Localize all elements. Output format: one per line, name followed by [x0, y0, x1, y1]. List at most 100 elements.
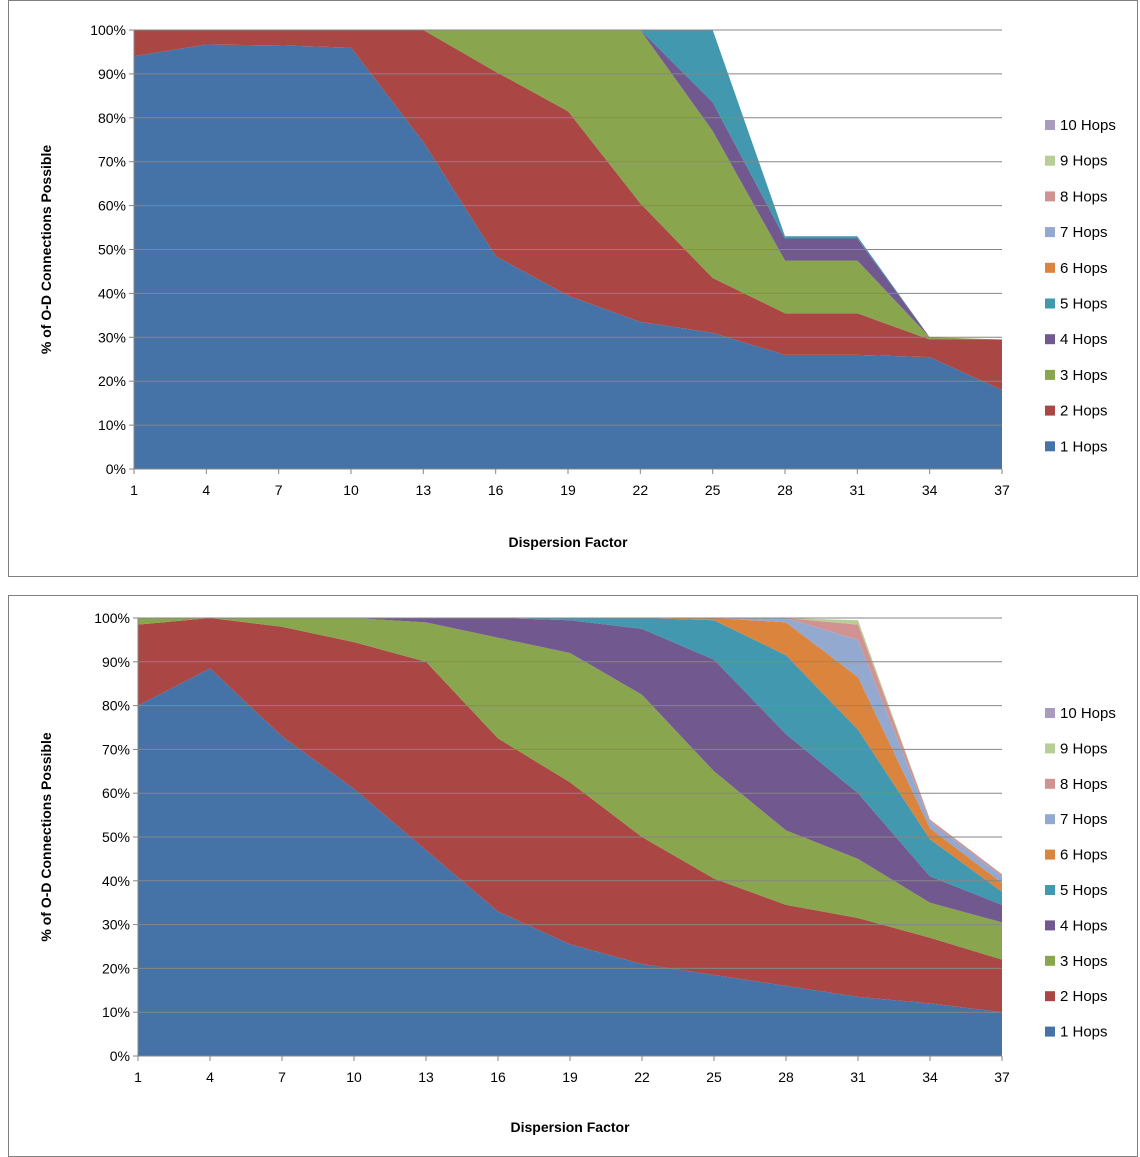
x-tick-label: 4 [206, 1069, 214, 1085]
y-tick-label: 40% [98, 285, 126, 301]
area-series-4-hops [138, 618, 1002, 923]
x-tick-label: 37 [994, 1069, 1010, 1085]
x-tick-label: 16 [490, 1069, 506, 1085]
x-tick-label: 1 [130, 482, 138, 498]
y-tick-label: 70% [98, 154, 126, 170]
y-tick-label: 80% [98, 110, 126, 126]
x-tick-label: 25 [705, 482, 721, 498]
y-tick-label: 70% [102, 741, 130, 757]
chart-panel-top: 0% 10% 20% 30% 40% 50% 60% 70% 80% 90% 100% 1 4 7 10 13… [8, 0, 1138, 577]
x-tick-label: 4 [202, 482, 210, 498]
area-layer [134, 30, 1002, 469]
y-tick-label: 20% [98, 373, 126, 389]
legend-item: 4 Hops [1045, 917, 1108, 934]
legend-swatch [1045, 227, 1055, 238]
legend-label: 2 Hops [1060, 403, 1108, 420]
x-tick-label: 10 [343, 482, 359, 498]
legend-label: 4 Hops [1060, 917, 1108, 934]
area-series-2-hops [134, 30, 1002, 390]
x-tick-label: 28 [777, 482, 793, 498]
legend-item: 7 Hops [1045, 224, 1108, 241]
legend-swatch [1045, 814, 1055, 825]
area-chart-top: 0% 10% 20% 30% 40% 50% 60% 70% 80% 90% 100% 1 4 7 10 13… [38, 22, 1116, 550]
x-tick-label: 28 [778, 1069, 794, 1085]
legend-item: 5 Hops [1045, 882, 1108, 899]
legend-item: 5 Hops [1045, 296, 1108, 313]
y-tick-label: 60% [102, 785, 130, 801]
y-tick-labels: 0% 10% 20% 30% 40% 50% 60% 70% 80% 90% 100% [90, 22, 134, 477]
area-series-5-hops [138, 618, 1002, 905]
y-tick-labels: 0% 10% 20% 30% 40% 50% 60% 70% 80% 90% 100% [94, 610, 138, 1064]
x-tick-label: 25 [706, 1069, 722, 1085]
legend-swatch [1045, 334, 1055, 345]
y-tick-label: 30% [102, 917, 130, 933]
y-tick-label: 20% [102, 960, 130, 976]
legend-item: 8 Hops [1045, 188, 1108, 205]
legend-swatch [1045, 191, 1055, 202]
y-tick-label: 100% [90, 22, 126, 38]
legend: 10 Hops 9 Hops 8 Hops 7 Hops 6 Hops 5 Hops 4 H… [1045, 705, 1116, 1041]
legend-label: 7 Hops [1060, 811, 1108, 828]
x-axis-title: Dispersion Factor [510, 1119, 630, 1135]
legend-label: 9 Hops [1060, 740, 1108, 757]
legend-label: 7 Hops [1060, 224, 1108, 241]
x-tick-labels: 1 4 7 10 13 16 19 22 25 28 31 34 37 [134, 1056, 1010, 1085]
legend-label: 4 Hops [1060, 331, 1108, 348]
x-tick-label: 19 [562, 1069, 578, 1085]
x-tick-label: 7 [275, 482, 283, 498]
y-tick-label: 60% [98, 198, 126, 214]
y-axis-title: % of O-D Connections Possible [38, 145, 54, 354]
area-series-3-hops [134, 30, 1002, 340]
legend-item: 4 Hops [1045, 331, 1108, 348]
legend-label: 3 Hops [1060, 953, 1108, 970]
legend-swatch [1045, 369, 1055, 380]
area-series-3-hops [138, 618, 1002, 960]
x-tick-label: 7 [278, 1069, 286, 1085]
y-tick-label: 40% [102, 873, 130, 889]
legend-swatch [1045, 708, 1055, 718]
legend-swatch [1045, 155, 1055, 166]
legend-swatch [1045, 885, 1055, 895]
area-series-2-hops [138, 618, 1002, 1013]
legend-label: 5 Hops [1060, 882, 1108, 899]
legend-item: 3 Hops [1045, 953, 1108, 970]
chart-panel-bottom: 0% 10% 20% 30% 40% 50% 60% 70% 80% 90% 100% 1 4 7 10 13… [8, 595, 1138, 1157]
legend-label: 8 Hops [1060, 776, 1108, 793]
area-chart-bottom: 0% 10% 20% 30% 40% 50% 60% 70% 80% 90% 100% 1 4 7 10 13… [38, 610, 1116, 1135]
legend-label: 1 Hops [1060, 1024, 1108, 1041]
x-tick-label: 31 [850, 1069, 866, 1085]
legend-swatch [1045, 405, 1055, 416]
legend-swatch [1045, 120, 1055, 130]
legend-item: 10 Hops [1045, 705, 1116, 722]
legend-swatch [1045, 955, 1055, 966]
x-tick-label: 34 [922, 1069, 938, 1085]
y-tick-label: 50% [98, 242, 126, 258]
legend-label: 9 Hops [1060, 153, 1108, 170]
x-tick-label: 13 [418, 1069, 434, 1085]
legend-item: 1 Hops [1045, 438, 1108, 455]
legend-item: 2 Hops [1045, 403, 1108, 420]
area-series-1-hops [134, 44, 1002, 469]
legend: 10 Hops 9 Hops 8 Hops 7 Hops 6 Hops 5 Hops 4 H… [1045, 117, 1116, 455]
legend-item: 6 Hops [1045, 847, 1108, 864]
legend-label: 3 Hops [1060, 367, 1108, 384]
legend-item: 2 Hops [1045, 988, 1108, 1005]
legend-label: 6 Hops [1060, 847, 1108, 864]
y-tick-label: 80% [102, 698, 130, 714]
legend-item: 9 Hops [1045, 740, 1108, 757]
x-tick-label: 31 [850, 482, 866, 498]
legend-swatch [1045, 262, 1055, 273]
legend-swatch [1045, 991, 1055, 1002]
y-tick-label: 10% [98, 417, 126, 433]
legend-swatch [1045, 778, 1055, 789]
legend-swatch [1045, 743, 1055, 754]
y-axis-title: % of O-D Connections Possible [38, 732, 54, 941]
legend-swatch [1045, 298, 1055, 309]
y-tick-label: 100% [94, 610, 130, 626]
gridlines [134, 29, 1002, 426]
legend-item: 6 Hops [1045, 260, 1108, 277]
legend-label: 5 Hops [1060, 296, 1108, 313]
gridlines [138, 617, 1002, 1013]
legend-label: 10 Hops [1060, 117, 1116, 134]
y-tick-label: 0% [110, 1048, 130, 1064]
